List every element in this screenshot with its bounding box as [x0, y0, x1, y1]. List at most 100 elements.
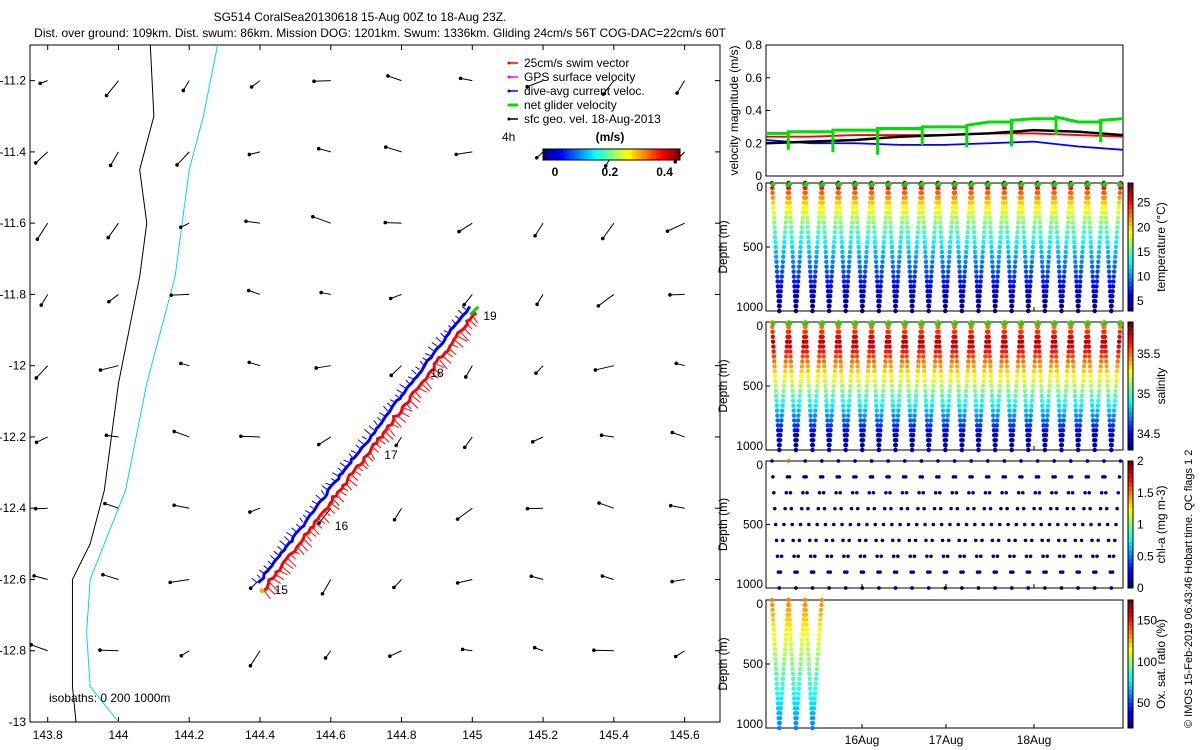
section-data-point: [887, 349, 893, 354]
section-data-point: [795, 289, 800, 294]
section-data-point: [997, 378, 1003, 384]
section-data-point: [792, 423, 797, 428]
section-data-point: [930, 254, 935, 260]
section-data-point: [771, 349, 776, 354]
section-data-point: [1011, 423, 1016, 428]
section-data-point: [1056, 254, 1061, 260]
section-data-point: [1118, 324, 1123, 330]
section-data-point: [830, 538, 835, 543]
section-data-point: [936, 324, 941, 330]
section-surface-point: [870, 181, 876, 187]
section-data-point: [982, 359, 988, 364]
section-data-point: [1065, 506, 1070, 511]
section-data-point: [799, 651, 804, 657]
section-data-point: [947, 254, 952, 260]
section-data-point: [770, 195, 776, 200]
section-data-point: [1012, 264, 1018, 269]
section-data-point: [889, 388, 895, 394]
section-data-point: [853, 200, 859, 205]
section-data-point: [882, 225, 888, 230]
section-data-point: [822, 230, 827, 235]
velocity-y-axis-label: velocity magnitude (m/s): [727, 45, 741, 175]
section-colorbar-swatch: [1128, 403, 1133, 408]
section-data-point: [888, 369, 894, 374]
section-data-point: [811, 711, 816, 716]
dive-avg-current-vector: [320, 489, 325, 495]
section-data-point: [905, 378, 911, 384]
current-vector-head: [319, 290, 323, 295]
section-data-point: [780, 259, 786, 264]
section-data-point: [1024, 423, 1030, 428]
current-vector: [318, 436, 332, 445]
section-data-point: [1010, 298, 1015, 304]
section-data-point: [1019, 459, 1023, 463]
section-data-point: [854, 344, 859, 349]
swim-vector: [290, 554, 296, 560]
section-data-point: [848, 239, 853, 245]
current-vector: [531, 575, 544, 580]
section-data-point: [874, 413, 880, 418]
section-data-point: [1019, 195, 1025, 200]
section-data-point: [882, 364, 888, 369]
section-data-point: [963, 388, 969, 394]
section-data-point: [1096, 254, 1101, 260]
section-data-point: [910, 433, 916, 438]
section-data-point: [1007, 538, 1011, 543]
dive-avg-current-vector: [431, 341, 438, 347]
section-data-point: [861, 428, 866, 433]
section-data-point: [928, 418, 934, 423]
section-data-point: [906, 254, 912, 260]
section-data-point: [869, 459, 874, 463]
current-vector-head: [311, 214, 315, 219]
section-data-point: [808, 686, 813, 691]
section-data-point: [839, 234, 844, 240]
swim-vector: [439, 359, 448, 370]
section-data-point: [871, 364, 877, 369]
section-data-point: [932, 230, 937, 235]
section-data-point: [834, 205, 839, 210]
current-vector: [394, 507, 402, 521]
section-data-point: [941, 279, 946, 284]
section-data-point: [800, 359, 805, 364]
section-colorbar-swatch: [1128, 461, 1133, 466]
section-data-point: [844, 294, 849, 299]
section-data-point: [900, 210, 905, 215]
map-x-tick-label: 144.6: [316, 728, 346, 742]
section-data-point: [999, 215, 1005, 220]
section-data-point: [805, 364, 810, 369]
section-data-point: [792, 284, 797, 289]
current-vector: [107, 222, 119, 238]
section-data-point: [798, 383, 803, 389]
dive-avg-current-vector: [399, 384, 406, 389]
section-data-point: [1078, 274, 1083, 279]
section-surface-point: [886, 320, 892, 326]
section-data-point: [847, 393, 852, 399]
section-data-point: [953, 344, 959, 349]
section-data-point: [913, 538, 918, 543]
section-data-point: [961, 570, 965, 574]
section-data-point: [932, 369, 937, 374]
current-vector-head: [593, 368, 598, 372]
section-colorbar-swatch: [1128, 646, 1133, 652]
dive-avg-current-vector: [339, 462, 346, 468]
section-colorbar-swatch: [1128, 465, 1133, 470]
section-data-point: [987, 344, 992, 349]
section-data-point: [922, 506, 926, 511]
section-data-point: [904, 490, 909, 495]
section-data-point: [954, 354, 959, 359]
dive-avg-current-vector: [427, 346, 435, 352]
section-data-point: [1105, 388, 1111, 394]
section-surface-point: [1019, 320, 1025, 326]
section-y-tick-label: 1000: [736, 717, 763, 731]
section-data-point: [857, 259, 862, 264]
section-surface-point: [986, 320, 992, 326]
section-data-point: [1047, 522, 1052, 527]
section-data-point: [782, 369, 788, 374]
section-data-point: [873, 522, 878, 527]
section-data-point: [994, 570, 999, 574]
section-data-point: [789, 239, 795, 245]
section-surface-point: [1085, 181, 1091, 187]
section-data-point: [903, 200, 909, 205]
section-data-point: [897, 388, 902, 394]
section-data-point: [824, 274, 830, 279]
